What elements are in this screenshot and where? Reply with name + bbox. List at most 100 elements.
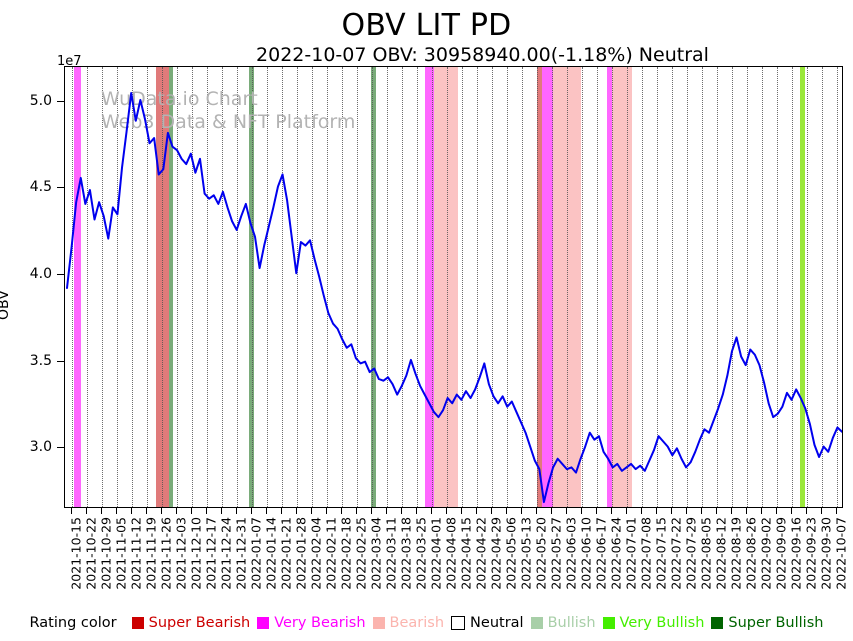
gridline [701, 67, 703, 507]
x-axis-tick-mark [356, 508, 358, 514]
rating-band [168, 67, 174, 507]
x-axis-tick-label: 2021-12-17 [203, 517, 219, 590]
x-axis-tick-label: 2022-07-22 [668, 517, 684, 590]
gridline [821, 67, 823, 507]
x-axis-tick-label: 2021-11-19 [143, 517, 159, 590]
gridline [192, 67, 194, 507]
x-axis-tick-label: 2022-09-16 [788, 517, 804, 590]
x-axis-tick-mark [640, 508, 642, 514]
x-axis-tick-label: 2021-10-22 [83, 517, 99, 590]
x-axis-tick-mark [206, 508, 208, 514]
legend-swatch-icon [131, 617, 144, 629]
x-axis-tick-mark [685, 508, 687, 514]
x-axis-tick-mark [520, 508, 522, 514]
x-axis-tick-mark [176, 508, 178, 514]
x-axis-tick-mark [715, 508, 717, 514]
legend-item[interactable]: Very Bearish [257, 615, 366, 631]
legend-item[interactable]: Super Bullish [711, 615, 823, 631]
x-axis-tick-label: 2022-06-03 [563, 517, 579, 590]
gridline [342, 67, 344, 507]
gridline [461, 67, 463, 507]
x-axis-tick-mark [730, 508, 732, 514]
legend-item[interactable]: Super Bearish [131, 615, 250, 631]
gridline [72, 67, 74, 507]
rating-band [434, 67, 458, 507]
legend-swatch-icon [451, 616, 466, 630]
x-axis-tick-mark [580, 508, 582, 514]
x-axis-tick-mark [341, 508, 343, 514]
gridline [776, 67, 778, 507]
x-axis: 2021-10-15 2021-10-22 2021-10-29 2021-11-05… [64, 508, 848, 608]
x-axis-tick-mark [386, 508, 388, 514]
gridline [147, 67, 149, 507]
x-axis-tick-label: 2021-11-26 [158, 517, 174, 590]
legend-swatch-icon [711, 617, 724, 629]
y-axis-tick-label: 5.0 [29, 92, 52, 109]
x-axis-tick-label: 2021-12-31 [233, 517, 249, 590]
x-axis-tick-label: 2022-03-11 [383, 517, 399, 590]
legend-item[interactable]: Bullish [530, 615, 596, 631]
gridline [746, 67, 748, 507]
x-axis-tick-label: 2022-04-08 [443, 517, 459, 590]
gridline [671, 67, 673, 507]
x-axis-tick-label: 2022-06-17 [593, 517, 609, 590]
x-axis-tick-label: 2022-03-25 [413, 517, 429, 590]
gridline [237, 67, 239, 507]
x-axis-tick-label: 2022-05-27 [548, 517, 564, 590]
x-axis-tick-label: 2021-11-12 [128, 517, 144, 590]
legend-item[interactable]: Bearish [372, 615, 445, 631]
legend-item-label: Bearish [389, 615, 445, 631]
x-axis-tick-label: 2022-01-07 [248, 517, 264, 590]
gridline [117, 67, 119, 507]
x-axis-tick-mark [610, 508, 612, 514]
x-axis-tick-mark [700, 508, 702, 514]
x-axis-tick-mark [311, 508, 313, 514]
gridline [581, 67, 583, 507]
chart-title: OBV LIT PD [341, 8, 512, 43]
gridline [491, 67, 493, 507]
x-axis-tick-label: 2022-03-18 [398, 517, 414, 590]
legend-item[interactable]: Very Bullish [602, 615, 704, 631]
gridline [297, 67, 299, 507]
x-axis-tick-label: 2022-03-04 [368, 517, 384, 590]
x-axis-tick-mark [775, 508, 777, 514]
rating-band [156, 67, 169, 507]
legend-item[interactable]: Neutral [451, 615, 524, 631]
x-axis-tick-mark [490, 508, 492, 514]
rating-band [248, 67, 255, 507]
x-axis-tick-label: 2022-04-01 [428, 517, 444, 590]
gridline [626, 67, 628, 507]
gridline [656, 67, 658, 507]
x-axis-tick-mark [146, 508, 148, 514]
rating-band [799, 67, 806, 507]
gridline [641, 67, 643, 507]
gridline [791, 67, 793, 507]
x-axis-tick-mark [161, 508, 163, 514]
x-axis-tick-label: 2022-04-29 [488, 517, 504, 590]
x-axis-tick-mark [191, 508, 193, 514]
legend-swatch-icon [602, 617, 615, 629]
x-axis-tick-label: 2022-08-12 [713, 517, 729, 590]
x-axis-tick-mark [760, 508, 762, 514]
gridline [596, 67, 598, 507]
x-axis-tick-label: 2022-01-28 [293, 517, 309, 590]
series-layer [65, 67, 842, 507]
gridline [686, 67, 688, 507]
rating-band [607, 67, 612, 507]
x-axis-tick-mark [460, 508, 462, 514]
x-axis-tick-label: 2021-10-15 [68, 517, 84, 590]
x-axis-tick-label: 2022-09-02 [758, 517, 774, 590]
x-axis-tick-label: 2022-07-15 [653, 517, 669, 590]
x-axis-tick-label: 2022-07-01 [623, 517, 639, 590]
x-axis-tick-mark [745, 508, 747, 514]
x-axis-tick-mark [625, 508, 627, 514]
x-axis-tick-mark [101, 508, 103, 514]
rating-band [537, 67, 542, 507]
x-axis-tick-label: 2022-07-08 [638, 517, 654, 590]
x-axis-tick-label: 2022-05-13 [518, 517, 534, 590]
x-axis-tick-mark [655, 508, 657, 514]
x-axis-tick-mark [296, 508, 298, 514]
gridline [132, 67, 134, 507]
gridline [432, 67, 434, 507]
